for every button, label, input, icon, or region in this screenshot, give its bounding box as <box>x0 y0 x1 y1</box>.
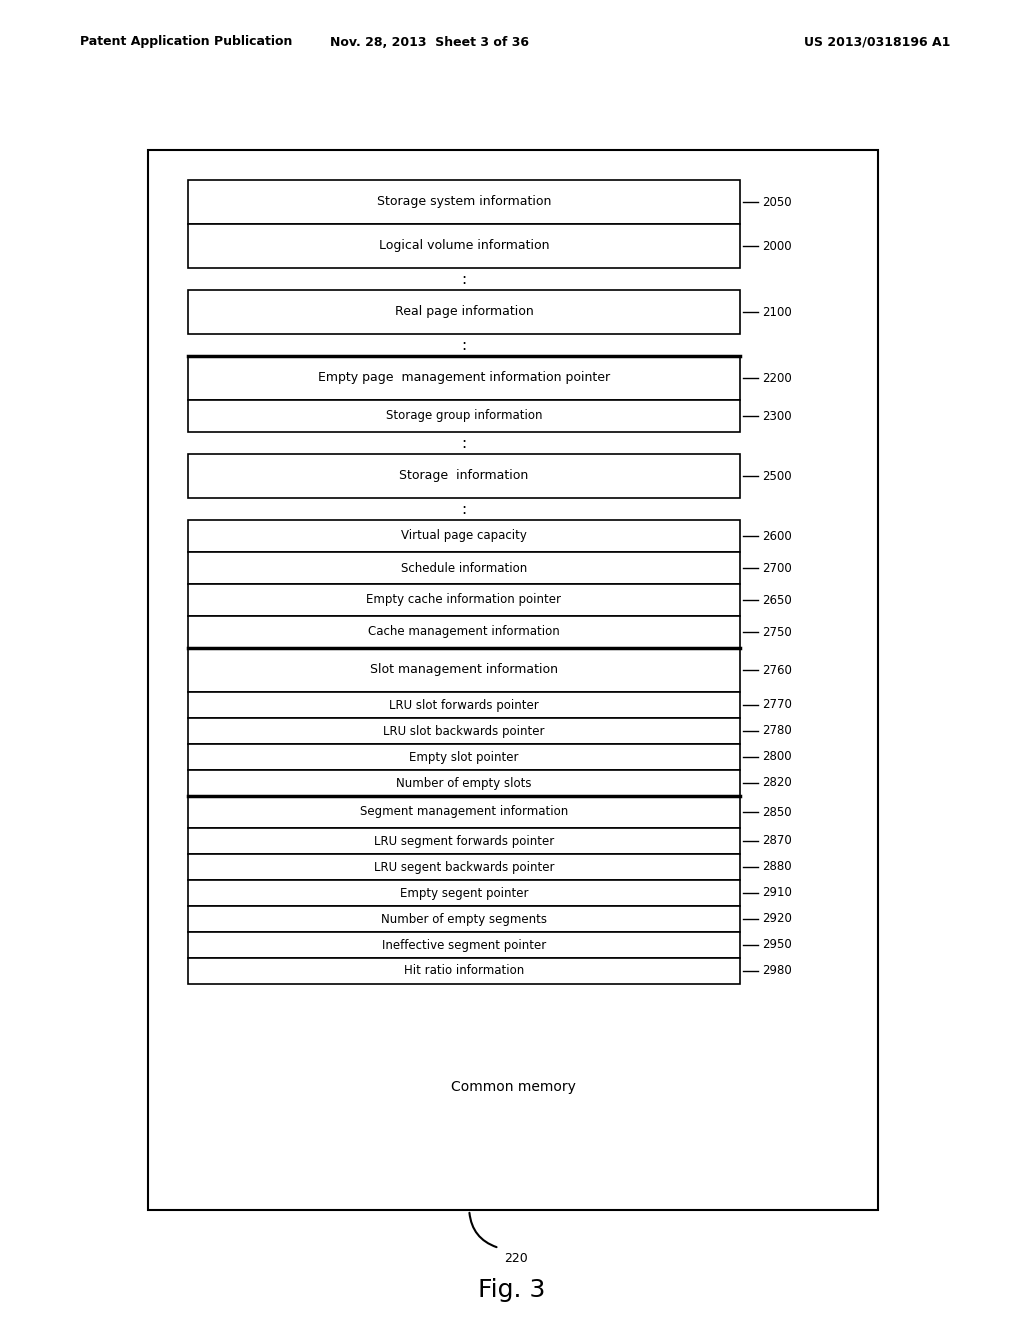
Text: Number of empty slots: Number of empty slots <box>396 776 531 789</box>
Text: Empty page  management information pointer: Empty page management information pointe… <box>317 371 610 384</box>
Text: 2850: 2850 <box>762 805 792 818</box>
Bar <box>188 770 740 796</box>
Bar <box>188 180 740 224</box>
Text: Empty segent pointer: Empty segent pointer <box>399 887 528 899</box>
Text: Virtual page capacity: Virtual page capacity <box>401 529 527 543</box>
Bar <box>188 828 740 854</box>
Text: 2820: 2820 <box>762 776 792 789</box>
Text: Empty slot pointer: Empty slot pointer <box>410 751 519 763</box>
Bar <box>188 400 740 432</box>
Text: 2300: 2300 <box>762 409 792 422</box>
Bar <box>188 454 740 498</box>
Text: Ineffective segment pointer: Ineffective segment pointer <box>382 939 546 952</box>
Text: 2950: 2950 <box>762 939 792 952</box>
Bar <box>188 880 740 906</box>
Text: 2700: 2700 <box>762 561 792 574</box>
Text: Nov. 28, 2013  Sheet 3 of 36: Nov. 28, 2013 Sheet 3 of 36 <box>331 36 529 49</box>
Text: Storage  information: Storage information <box>399 470 528 483</box>
Text: Number of empty segments: Number of empty segments <box>381 912 547 925</box>
Bar <box>188 520 740 552</box>
Bar <box>188 583 740 616</box>
Text: 2980: 2980 <box>762 965 792 978</box>
Text: Fig. 3: Fig. 3 <box>478 1278 546 1302</box>
Text: Storage group information: Storage group information <box>386 409 543 422</box>
Text: 2750: 2750 <box>762 626 792 639</box>
Text: 2100: 2100 <box>762 305 792 318</box>
Bar <box>188 718 740 744</box>
Text: 2910: 2910 <box>762 887 792 899</box>
Text: 2000: 2000 <box>762 239 792 252</box>
Text: Segment management information: Segment management information <box>359 805 568 818</box>
Text: Patent Application Publication: Patent Application Publication <box>80 36 293 49</box>
Text: LRU segment forwards pointer: LRU segment forwards pointer <box>374 834 554 847</box>
Text: LRU slot forwards pointer: LRU slot forwards pointer <box>389 698 539 711</box>
Text: US 2013/0318196 A1: US 2013/0318196 A1 <box>804 36 950 49</box>
Bar <box>188 958 740 983</box>
Bar <box>148 150 878 1210</box>
Bar <box>188 356 740 400</box>
Text: :: : <box>462 502 467 516</box>
Bar <box>188 854 740 880</box>
Text: 2870: 2870 <box>762 834 792 847</box>
Text: 220: 220 <box>504 1251 528 1265</box>
Text: 2780: 2780 <box>762 725 792 738</box>
Bar <box>188 290 740 334</box>
Text: Real page information: Real page information <box>394 305 534 318</box>
Bar <box>188 692 740 718</box>
Bar <box>188 796 740 828</box>
Text: 2800: 2800 <box>762 751 792 763</box>
Text: 2500: 2500 <box>762 470 792 483</box>
Bar <box>188 744 740 770</box>
Text: 2650: 2650 <box>762 594 792 606</box>
Text: :: : <box>462 338 467 352</box>
Text: :: : <box>462 272 467 286</box>
Bar <box>188 224 740 268</box>
Text: 2050: 2050 <box>762 195 792 209</box>
Text: Logical volume information: Logical volume information <box>379 239 549 252</box>
Bar <box>188 616 740 648</box>
Text: Empty cache information pointer: Empty cache information pointer <box>367 594 561 606</box>
Text: 2600: 2600 <box>762 529 792 543</box>
Text: 2770: 2770 <box>762 698 792 711</box>
Bar <box>188 906 740 932</box>
Text: 2200: 2200 <box>762 371 792 384</box>
Text: 2920: 2920 <box>762 912 792 925</box>
Bar <box>188 552 740 583</box>
Bar <box>188 932 740 958</box>
Text: Storage system information: Storage system information <box>377 195 551 209</box>
Text: LRU slot backwards pointer: LRU slot backwards pointer <box>383 725 545 738</box>
Text: Cache management information: Cache management information <box>368 626 560 639</box>
Bar <box>188 648 740 692</box>
Text: Schedule information: Schedule information <box>400 561 527 574</box>
Text: Hit ratio information: Hit ratio information <box>403 965 524 978</box>
Text: LRU segent backwards pointer: LRU segent backwards pointer <box>374 861 554 874</box>
Text: Common memory: Common memory <box>451 1080 575 1094</box>
Text: Slot management information: Slot management information <box>370 664 558 676</box>
Text: :: : <box>462 436 467 450</box>
Text: 2880: 2880 <box>762 861 792 874</box>
Text: 2760: 2760 <box>762 664 792 676</box>
